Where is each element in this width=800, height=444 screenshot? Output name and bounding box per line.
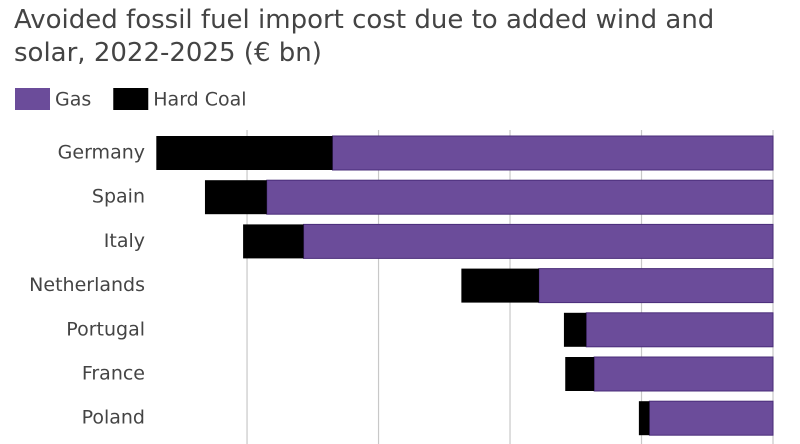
chart-title: Avoided fossil fuel import cost due to a… [14, 5, 715, 68]
y-tick-label: Poland [82, 407, 145, 429]
bar-segment [563, 312, 587, 347]
y-tick-label: Germany [58, 142, 145, 164]
bar-segment [585, 312, 774, 348]
legend-label: Hard Coal [153, 89, 246, 111]
y-tick-label: France [82, 363, 145, 385]
bar-segment [538, 268, 774, 304]
bar-segment [332, 135, 774, 171]
y-tick-label: Italy [104, 230, 145, 252]
bar-segment [204, 180, 267, 215]
y-tick-label: Spain [92, 186, 145, 208]
legend-swatch [113, 88, 149, 110]
bar-segment [303, 223, 774, 259]
y-tick-label: Netherlands [29, 274, 145, 296]
legend-swatch [15, 88, 50, 110]
bar-segment [593, 356, 774, 392]
bar-segment [648, 400, 774, 436]
legend-label: Gas [55, 89, 91, 111]
bar-segment [156, 136, 333, 170]
bar-segment [461, 268, 539, 303]
y-tick-label: Portugal [66, 318, 145, 340]
bar-segment [638, 401, 650, 436]
bar-segment [266, 179, 774, 215]
bar-segment [243, 224, 304, 259]
bar-segment [565, 357, 595, 391]
